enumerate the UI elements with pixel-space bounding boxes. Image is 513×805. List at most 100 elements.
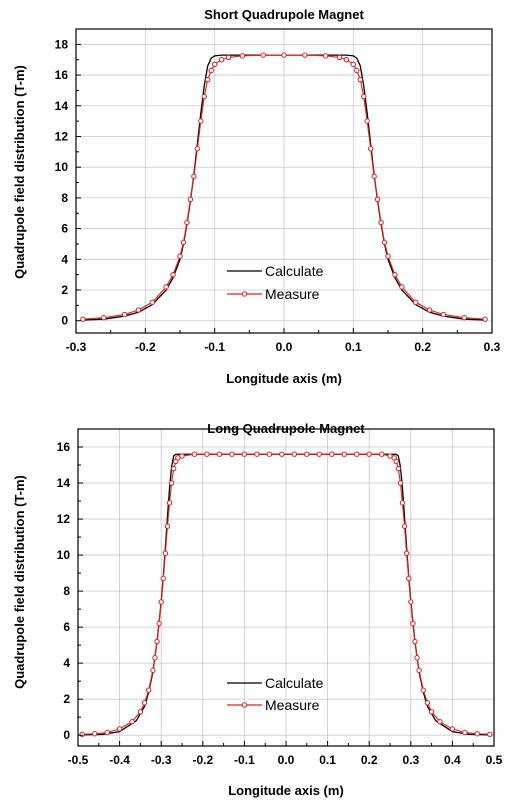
y-tick-label: 12 bbox=[55, 129, 69, 143]
data-point-measure bbox=[302, 52, 308, 58]
data-point-measure bbox=[392, 271, 398, 278]
data-point-measure bbox=[229, 451, 235, 457]
data-point-measure bbox=[403, 550, 410, 556]
data-point-measure bbox=[121, 311, 128, 318]
chart-title: Short Quadrupole Magnet bbox=[204, 7, 364, 22]
data-point-measure bbox=[426, 307, 433, 313]
data-point-measure bbox=[135, 307, 142, 313]
data-point-measure bbox=[137, 709, 144, 715]
x-tick-label: 0.1 bbox=[345, 340, 362, 354]
x-axis-label: Longitude axis (m) bbox=[226, 371, 342, 386]
axis-ticks: -0.5 -0.4 -0.3 -0.2 -0.1 0.0 0.1 0.2 0.3 0.4 0.5 0 2… bbox=[57, 440, 503, 767]
y-tick-label: 6 bbox=[63, 620, 70, 634]
data-point-measure bbox=[239, 53, 246, 59]
data-point-measure bbox=[399, 284, 405, 290]
data-point-measure bbox=[366, 451, 372, 457]
chart-svg-long: -0.5 -0.4 -0.3 -0.2 -0.1 0.0 0.1 0.2 0.3 0.4 0.5 0 2… bbox=[12, 421, 503, 798]
data-point-measure bbox=[216, 451, 223, 457]
data-point-measure bbox=[266, 451, 273, 457]
y-tick-label: 12 bbox=[57, 512, 71, 526]
data-point-measure bbox=[179, 453, 185, 459]
grid bbox=[75, 29, 493, 333]
y-tick-label: 18 bbox=[55, 37, 69, 51]
y-axis-label: Quadrupole field distribution (T-m) bbox=[12, 475, 27, 689]
data-point-measure bbox=[104, 729, 110, 736]
y-tick-label: 14 bbox=[55, 99, 69, 113]
data-point-measure bbox=[395, 465, 402, 472]
x-tick-label: -0.3 bbox=[151, 753, 172, 767]
y-tick-label: 6 bbox=[61, 222, 68, 236]
data-point-measure bbox=[354, 67, 360, 74]
data-point-measure bbox=[428, 709, 435, 715]
y-tick-label: 0 bbox=[61, 314, 68, 328]
x-tick-label: 0.0 bbox=[276, 340, 293, 354]
data-point-measure bbox=[401, 523, 408, 529]
data-point-measure bbox=[187, 196, 194, 203]
data-point-measure bbox=[461, 314, 467, 321]
x-tick-label: 0.0 bbox=[278, 753, 295, 767]
data-point-measure bbox=[129, 718, 135, 725]
legend-measure-marker bbox=[241, 291, 248, 297]
data-point-measure bbox=[378, 451, 385, 457]
data-point-measure bbox=[424, 700, 431, 706]
x-tick-label: -0.1 bbox=[234, 753, 255, 767]
data-point-measure bbox=[204, 451, 210, 457]
data-point-measure bbox=[152, 655, 158, 661]
data-point-measure bbox=[141, 700, 148, 706]
x-tick-label: 0.2 bbox=[361, 753, 378, 767]
data-point-measure bbox=[166, 500, 173, 506]
data-point-measure bbox=[184, 219, 190, 226]
data-point-measure bbox=[399, 500, 406, 506]
data-point-measure bbox=[316, 451, 322, 457]
y-tick-label: 16 bbox=[57, 440, 71, 454]
data-point-measure bbox=[408, 599, 414, 605]
series-group bbox=[79, 451, 493, 737]
data-point-measure bbox=[80, 316, 86, 322]
y-tick-label: 4 bbox=[63, 656, 70, 670]
data-point-measure bbox=[482, 316, 488, 322]
y-tick-label: 8 bbox=[61, 191, 68, 205]
y-tick-label: 4 bbox=[61, 252, 68, 266]
axis-ticks: -0.3 -0.2 -0.1 0.0 0.1 0.2 0.3 0 2 4 6 8 10 12 14 16 18 bbox=[55, 37, 501, 354]
x-tick-label: 0.3 bbox=[402, 753, 419, 767]
data-point-measure bbox=[322, 53, 329, 59]
y-tick-label: 10 bbox=[55, 160, 69, 174]
x-tick-label: 0.4 bbox=[444, 753, 461, 767]
y-tick-label: 2 bbox=[63, 692, 70, 706]
data-point-measure bbox=[462, 729, 468, 736]
data-point-measure bbox=[191, 451, 198, 457]
data-point-measure bbox=[414, 655, 420, 661]
data-point-measure bbox=[208, 67, 214, 74]
data-point-measure bbox=[374, 196, 381, 203]
data-point-measure bbox=[343, 57, 350, 63]
data-point-measure bbox=[154, 638, 160, 645]
data-point-measure bbox=[487, 731, 493, 737]
data-point-measure bbox=[225, 54, 232, 61]
x-tick-label: 0.2 bbox=[414, 340, 431, 354]
legend: Calculate Measure bbox=[227, 263, 324, 302]
x-tick-label: -0.5 bbox=[68, 753, 89, 767]
x-tick-label: -0.1 bbox=[204, 340, 225, 354]
x-axis-label: Longitude axis (m) bbox=[228, 783, 344, 798]
data-point-measure bbox=[357, 76, 363, 83]
x-tick-label: -0.2 bbox=[192, 753, 213, 767]
data-point-measure bbox=[381, 239, 388, 246]
y-tick-label: 8 bbox=[63, 584, 70, 598]
data-point-measure bbox=[385, 253, 391, 259]
data-point-measure bbox=[341, 451, 347, 457]
data-point-measure bbox=[304, 451, 310, 457]
data-point-measure bbox=[177, 253, 183, 259]
data-point-measure bbox=[168, 480, 175, 486]
data-point-measure bbox=[150, 667, 156, 674]
data-point-measure bbox=[420, 687, 426, 693]
data-point-measure bbox=[367, 146, 374, 152]
series-line-measure bbox=[82, 453, 490, 735]
data-point-measure bbox=[194, 146, 201, 152]
data-point-measure bbox=[201, 93, 207, 100]
data-point-measure bbox=[162, 550, 169, 556]
x-tick-label: -0.3 bbox=[66, 340, 87, 354]
data-point-measure bbox=[116, 726, 123, 732]
data-point-measure bbox=[329, 451, 335, 457]
data-point-measure bbox=[156, 620, 162, 627]
legend-measure-label: Measure bbox=[265, 697, 320, 713]
